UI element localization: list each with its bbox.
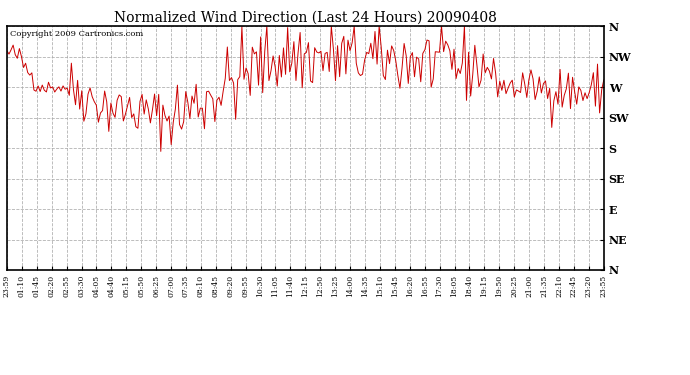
Title: Normalized Wind Direction (Last 24 Hours) 20090408: Normalized Wind Direction (Last 24 Hours…	[114, 11, 497, 25]
Text: Copyright 2009 Cartronics.com: Copyright 2009 Cartronics.com	[10, 30, 143, 38]
